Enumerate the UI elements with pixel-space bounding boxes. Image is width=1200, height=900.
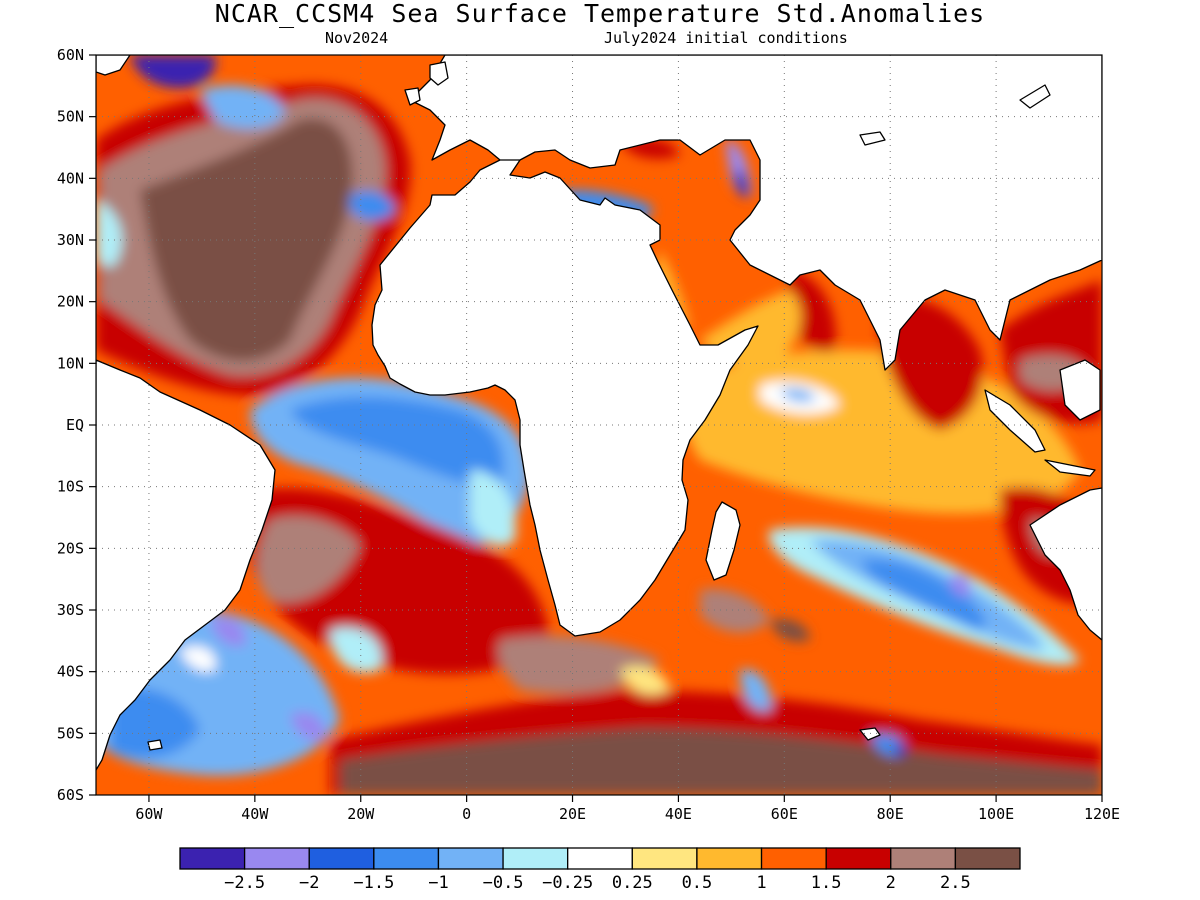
lon-tick-label: 0	[462, 805, 471, 823]
lon-tick-label: 60W	[135, 805, 163, 823]
lon-tick-label: 40E	[665, 805, 692, 823]
colorbar-label: 2.5	[940, 873, 971, 893]
colorbar-swatch	[760, 847, 827, 870]
lat-tick-label: 40S	[57, 663, 84, 681]
lat-tick-label: 10S	[57, 478, 84, 496]
colorbar-label: 2	[886, 873, 896, 893]
colorbar-label: −1	[428, 873, 448, 893]
lat-tick-label: 30N	[57, 231, 84, 249]
colorbar-swatch	[502, 847, 569, 870]
lon-tick-label: 100E	[978, 805, 1014, 823]
lat-tick-label: 60S	[57, 786, 84, 804]
colorbar-label: 1	[756, 873, 766, 893]
colorbar-swatch	[437, 847, 504, 870]
colorbar-swatch	[179, 847, 246, 870]
lat-tick-label: 30S	[57, 601, 84, 619]
colorbar-swatch	[954, 847, 1021, 870]
lon-tick-label: 20W	[347, 805, 375, 823]
colorbar-swatch	[631, 847, 698, 870]
lat-tick-label: 40N	[57, 169, 84, 187]
colorbar-swatch	[890, 847, 957, 870]
lat-tick-label: 10N	[57, 354, 84, 372]
colorbar-swatch	[373, 847, 440, 870]
colorbar-label: −1.5	[353, 873, 394, 893]
anomaly-field	[96, 55, 1102, 795]
colorbar-label: −2	[299, 873, 319, 893]
colorbar-swatch	[696, 847, 763, 870]
colorbar-label: 1.5	[811, 873, 842, 893]
colorbar-label: −2.5	[224, 873, 265, 893]
colorbar-swatch	[567, 847, 633, 870]
coastlines	[96, 55, 1102, 771]
lon-tick-label: 20E	[559, 805, 586, 823]
colorbar-swatch	[308, 847, 375, 870]
colorbar-label: −0.5	[483, 873, 524, 893]
lat-tick-label: 20S	[57, 539, 84, 557]
colorbar-label: 0.25	[612, 873, 653, 893]
initial-conditions-label: July2024 initial conditions	[604, 29, 848, 47]
lon-tick-label: 120E	[1084, 805, 1120, 823]
lat-tick-label: 20N	[57, 293, 84, 311]
lon-tick-label: 40W	[241, 805, 269, 823]
lon-tick-label: 60E	[771, 805, 798, 823]
lat-tick-label: EQ	[66, 416, 84, 434]
map-axes: 60W 40W 20W 0 20E 40E 60E 80E 100E 120E 60N 50N 40N 3…	[57, 46, 1120, 823]
colorbar-swatch	[243, 847, 310, 870]
colorbar-swatch	[825, 847, 892, 870]
lat-tick-label: 60N	[57, 46, 84, 64]
lat-tick-label: 50N	[57, 108, 84, 126]
map-title: NCAR_CCSM4 Sea Surface Temperature Std.A…	[214, 0, 986, 28]
colorbar-label: 0.5	[682, 873, 713, 893]
lat-tick-label: 50S	[57, 724, 84, 742]
lon-tick-label: 80E	[877, 805, 904, 823]
forecast-month: Nov2024	[325, 29, 389, 47]
colorbar-label: −0.25	[542, 873, 593, 893]
colorbar: −2.5 −2 −1.5 −1 −0.5 −0.25 0.25 0.5 1 1.5 2 2.5	[179, 847, 1021, 893]
